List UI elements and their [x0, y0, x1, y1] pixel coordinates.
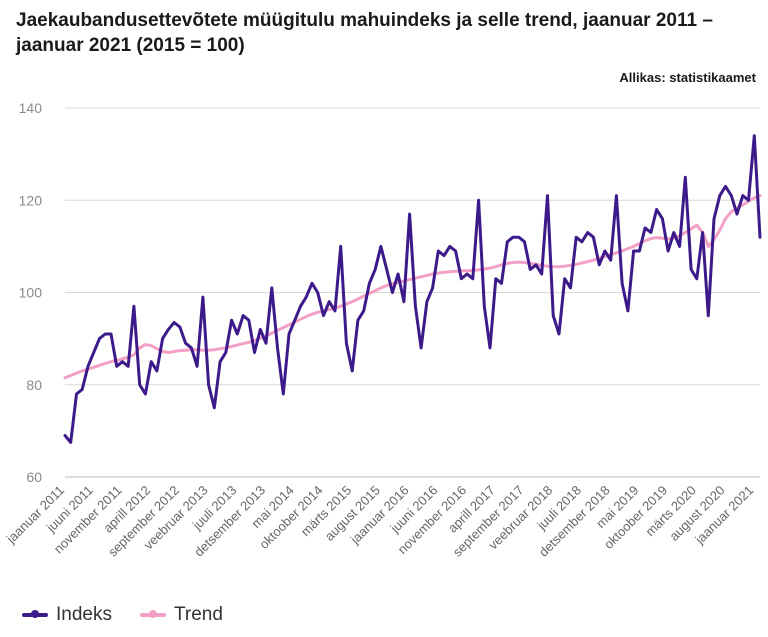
y-tick-label-60: 60 — [26, 469, 42, 485]
y-tick-label-120: 120 — [19, 192, 43, 208]
source-note: Allikas: statistikaamet — [619, 70, 756, 85]
legend-label-indeks: Indeks — [56, 604, 112, 625]
series-line-trend — [63, 194, 762, 380]
legend-label-trend: Trend — [173, 604, 223, 625]
legend-item-indeks[interactable]: Indeks — [22, 604, 112, 626]
series-line-indeks — [63, 134, 762, 444]
y-tick-label-80: 80 — [26, 377, 42, 393]
legend-item-trend[interactable]: Trend — [139, 604, 223, 626]
chart-title: Jaekaubandusettevõtete müügitulu mahuind… — [16, 10, 713, 56]
chart-legend: Indeks Trend — [22, 604, 223, 626]
y-tick-label-140: 140 — [19, 100, 43, 116]
y-tick-label-100: 100 — [19, 285, 43, 301]
legend-swatch-trend — [139, 610, 166, 618]
legend-swatch-indeks — [22, 610, 48, 618]
